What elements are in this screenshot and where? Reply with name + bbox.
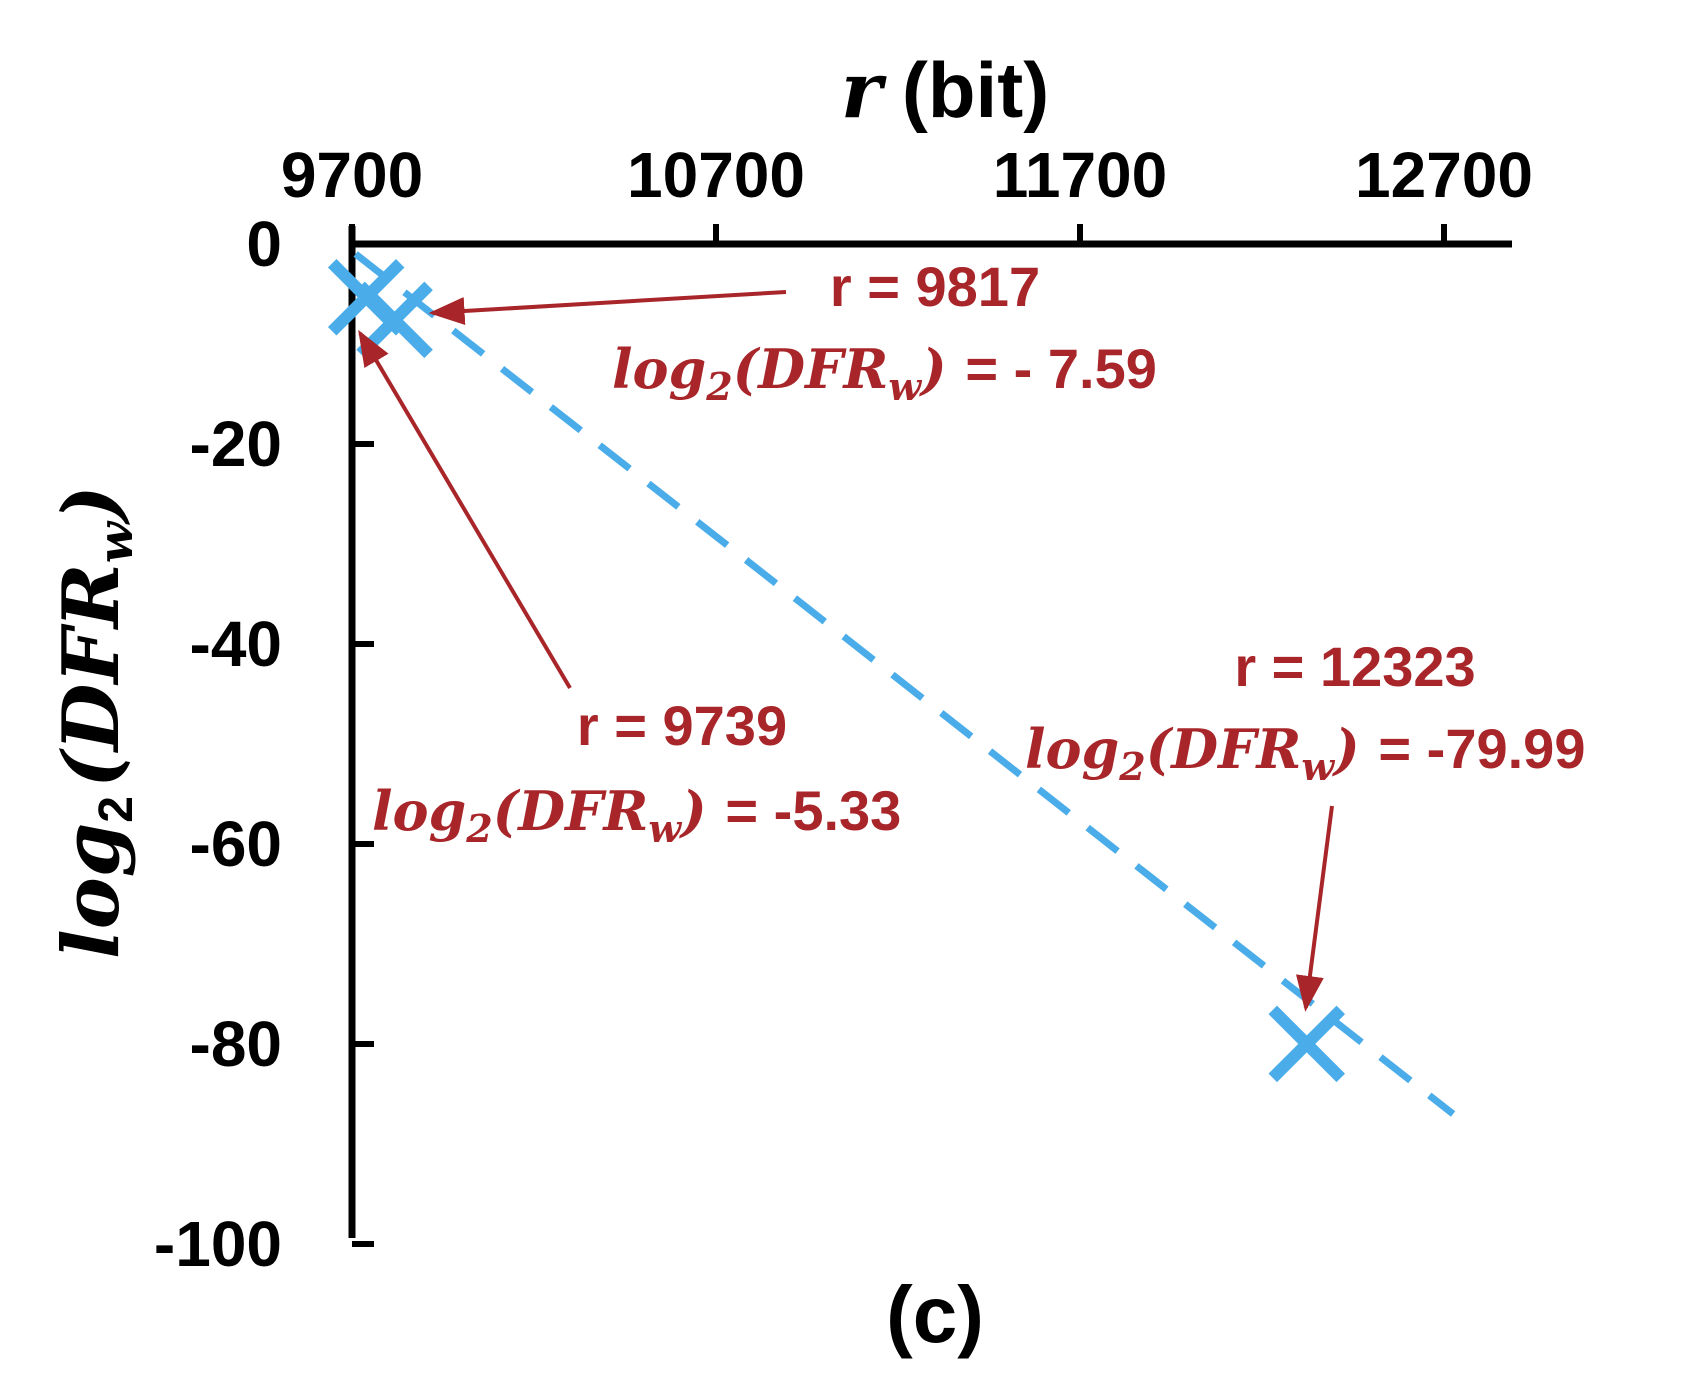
y-tick-label: 0	[246, 208, 282, 280]
annotation-arrow	[428, 290, 787, 325]
annotation-9739-number: = -5.33	[725, 779, 901, 842]
y-tick-label: -80	[190, 1008, 283, 1080]
annotation-9817-number: = - 7.59	[965, 337, 1156, 400]
annotation-arrow	[358, 329, 572, 690]
annotation-arrows	[358, 290, 1334, 1012]
annotation-9739-value: log2(DFRw) = -5.33	[372, 779, 901, 851]
y-tick-label: -20	[190, 408, 283, 480]
x-ticks: 9700 10700 11700 12700	[281, 139, 1533, 244]
data-point-marker	[1268, 1005, 1346, 1083]
y-tick-label: -100	[154, 1208, 282, 1280]
annotation-12323-value: log2(DFRw) = -79.99	[1025, 717, 1585, 789]
annotation-12323-r: r = 12323	[1234, 635, 1475, 698]
x-axis-unit: (bit)	[902, 46, 1049, 134]
y-axis-arg: DFR	[46, 563, 137, 753]
x-tick-label: 9700	[281, 139, 423, 211]
y-axis-title: log2(DFRw)	[46, 485, 144, 959]
x-tick-label: 11700	[993, 139, 1167, 211]
axes	[348, 226, 1512, 1238]
x-tick-label: 12700	[1355, 139, 1533, 211]
data-points	[327, 259, 1346, 1083]
y-axis-func: log	[46, 823, 137, 959]
annotation-arrow	[1296, 805, 1334, 1012]
annotation-9817-value: log2(DFRw) = - 7.59	[612, 337, 1157, 409]
x-axis-title: r (bit)	[841, 45, 1049, 136]
y-tick-label: -60	[190, 808, 283, 880]
figure-caption: (c)	[886, 1270, 984, 1359]
y-ticks: 0 -20 -40 -60 -80 -100	[154, 208, 374, 1280]
x-axis-variable: r	[841, 45, 887, 136]
annotation-9739: r = 9739 log2(DFRw) = -5.33	[372, 694, 901, 851]
annotation-9817-r: r = 9817	[830, 255, 1040, 318]
trend-line	[353, 251, 1456, 1117]
y-axis-arg-sub: w	[88, 520, 144, 563]
data-point-marker	[356, 281, 433, 359]
annotation-12323-number: = -79.99	[1378, 717, 1585, 780]
annotation-9739-r: r = 9739	[577, 694, 787, 757]
y-tick-label: -40	[190, 608, 283, 680]
x-tick-label: 10700	[627, 139, 805, 211]
y-axis-func-sub: 2	[90, 796, 143, 823]
trend-dashed-line	[353, 251, 1456, 1117]
annotation-12323: r = 12323 log2(DFRw) = -79.99	[1025, 635, 1585, 789]
annotation-9817: r = 9817 log2(DFRw) = - 7.59	[612, 255, 1157, 409]
